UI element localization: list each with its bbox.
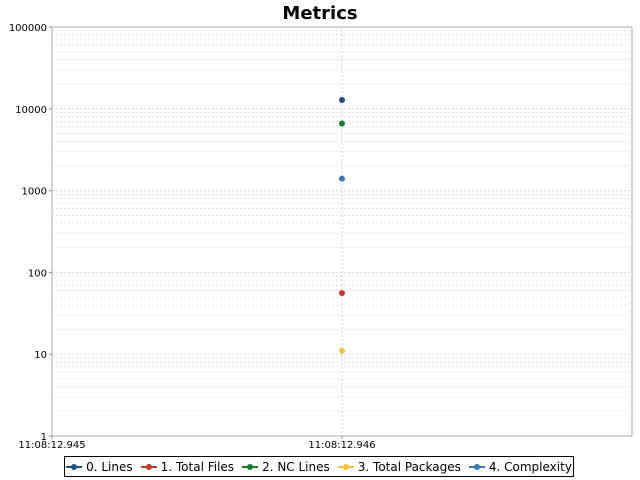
y-tick-label: 1000 — [22, 187, 47, 198]
legend-label: 0. Lines — [86, 459, 133, 474]
data-point-series-2 — [339, 120, 345, 127]
legend-label: 1. Total Files — [160, 459, 235, 474]
data-points — [339, 97, 345, 354]
legend-item-4: 4. Complexity — [468, 459, 572, 474]
legend-swatch — [140, 463, 157, 471]
legend-swatch — [242, 463, 259, 471]
data-point-series-0 — [339, 97, 345, 104]
legend: 0. Lines 1. Total Files 2. NC Lines 3. Tota… — [64, 456, 574, 477]
data-point-series-4 — [339, 175, 345, 182]
x-axis-ticks: 11:08:12.945 11:08:12.946 — [18, 436, 376, 451]
x-tick-label: 11:08:12.945 — [18, 440, 85, 451]
x-tick-label: 11:08:12.946 — [308, 440, 375, 451]
y-tick-label: 10 — [34, 350, 47, 361]
legend-item-0: 0. Lines — [66, 460, 133, 474]
legend-label: 4. Complexity — [488, 459, 572, 474]
legend-item-3: 3. Total Packages — [337, 459, 461, 474]
data-point-series-3 — [339, 347, 345, 354]
y-tick-label: 100000 — [9, 23, 47, 34]
legend-label: 3. Total Packages — [357, 459, 461, 474]
legend-item-2: 2. NC Lines — [242, 460, 330, 474]
y-tick-label: 1 — [41, 432, 47, 443]
chart-title: Metrics — [282, 3, 357, 24]
data-point-series-1 — [339, 289, 345, 296]
legend-label: 2. NC Lines — [262, 459, 330, 474]
legend-item-1: 1. Total Files — [140, 459, 235, 474]
y-axis-ticks: 1 10 100 1000 10000 100000 — [9, 23, 52, 443]
y-tick-label: 10000 — [15, 105, 47, 116]
y-tick-label: 100 — [28, 268, 47, 279]
legend-swatch — [337, 463, 354, 471]
legend-swatch — [468, 463, 485, 471]
legend-swatch — [66, 463, 83, 471]
